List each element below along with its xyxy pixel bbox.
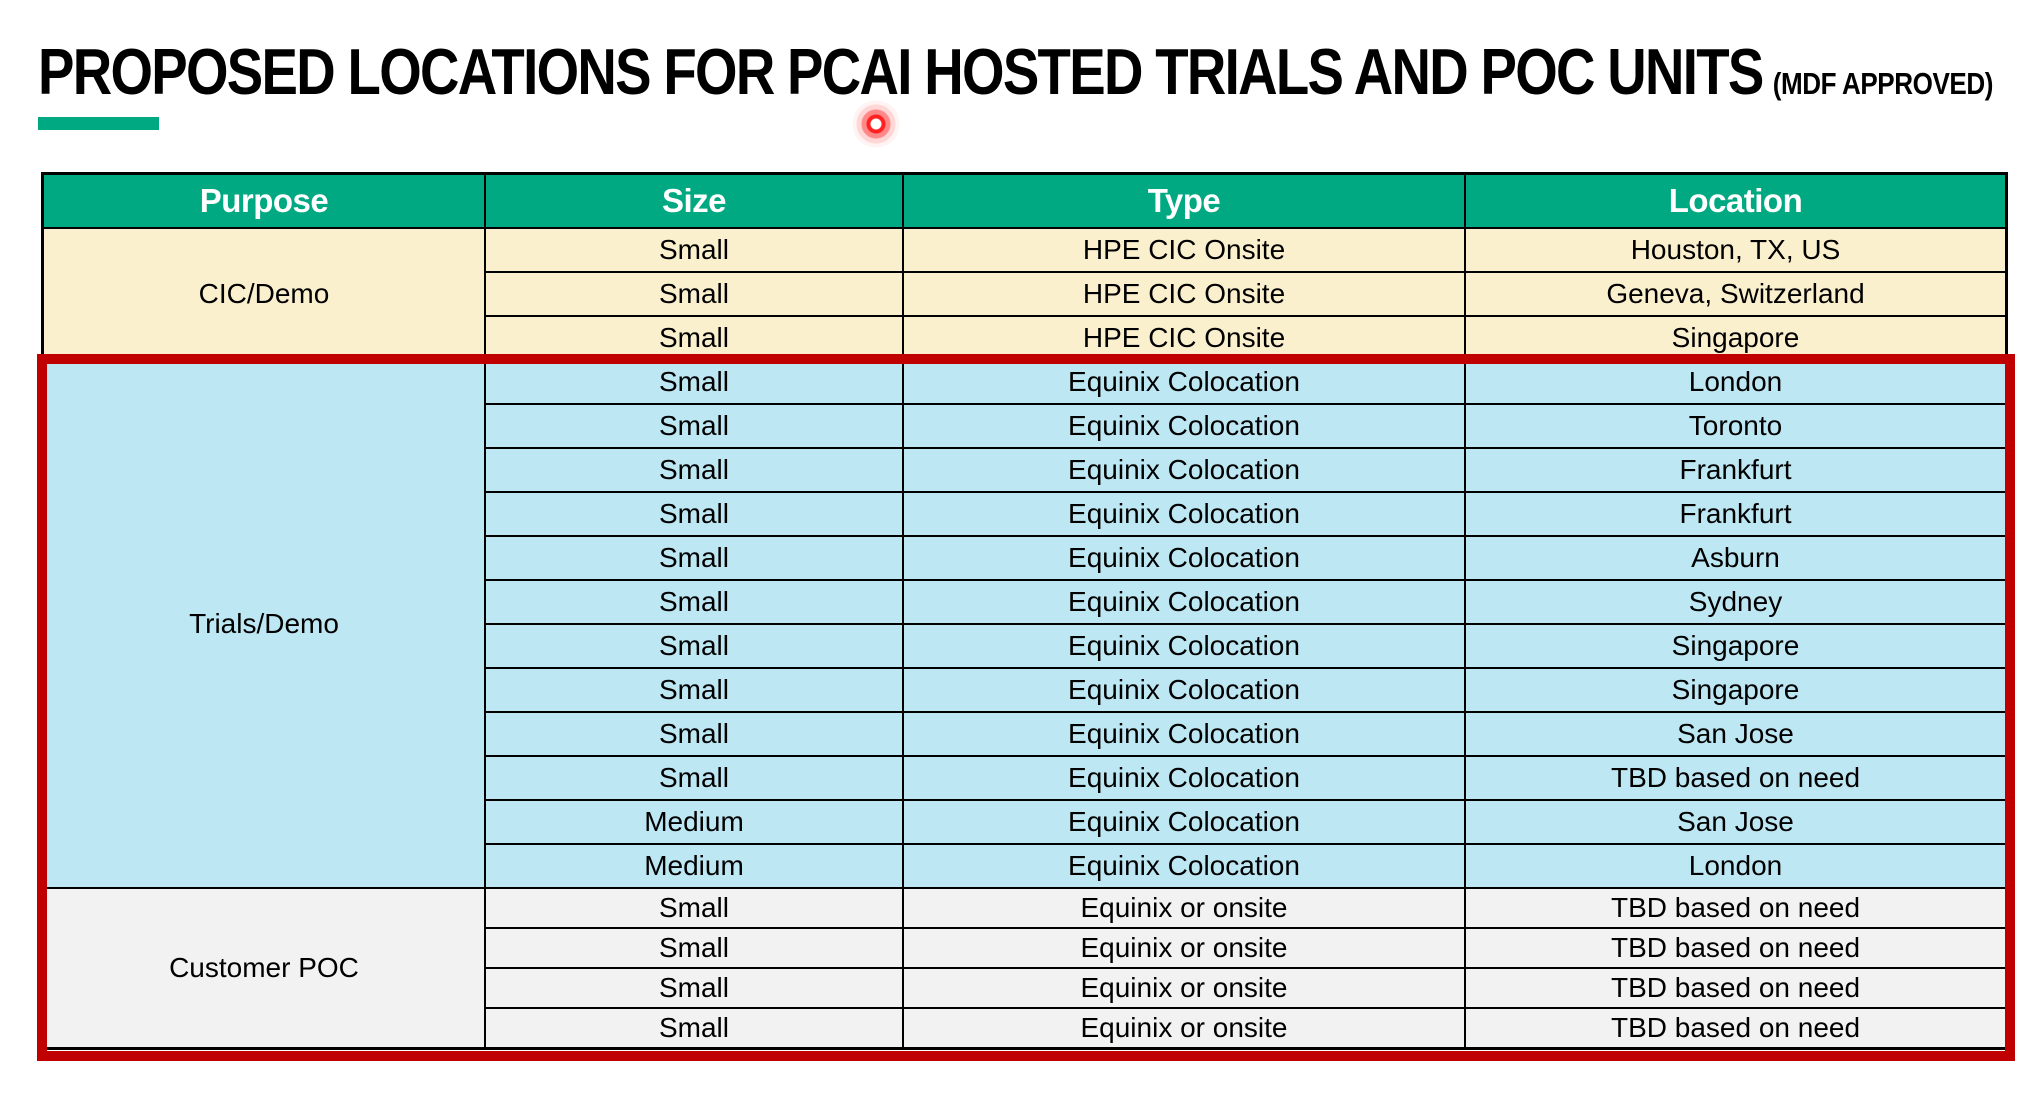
cell-size: Small bbox=[486, 625, 902, 667]
cell-size: Small bbox=[486, 1009, 902, 1047]
page-title: PROPOSED LOCATIONS FOR PCAI HOSTED TRIAL… bbox=[38, 38, 1993, 106]
cell-location: Geneva, Switzerland bbox=[1466, 273, 2005, 315]
cell-location: San Jose bbox=[1466, 713, 2005, 755]
cell-type: Equinix or onsite bbox=[904, 889, 1464, 927]
cell-location: Frankfurt bbox=[1466, 493, 2005, 535]
cell-location: London bbox=[1466, 361, 2005, 403]
cell-size: Small bbox=[486, 405, 902, 447]
cell-type: Equinix Colocation bbox=[904, 449, 1464, 491]
cell-type: HPE CIC Onsite bbox=[904, 229, 1464, 271]
cell-location: Houston, TX, US bbox=[1466, 229, 2005, 271]
cell-type: Equinix Colocation bbox=[904, 757, 1464, 799]
cell-size: Small bbox=[486, 669, 902, 711]
cell-size: Small bbox=[486, 537, 902, 579]
cell-size: Small bbox=[486, 929, 902, 967]
title-accent-bar bbox=[38, 117, 159, 130]
cell-type: Equinix Colocation bbox=[904, 669, 1464, 711]
cell-type: HPE CIC Onsite bbox=[904, 273, 1464, 315]
cell-size: Small bbox=[486, 493, 902, 535]
cell-size: Small bbox=[486, 449, 902, 491]
cell-type: HPE CIC Onsite bbox=[904, 317, 1464, 359]
cell-type: Equinix Colocation bbox=[904, 713, 1464, 755]
column-header-size: Size bbox=[486, 175, 902, 227]
cell-location: Asburn bbox=[1466, 537, 2005, 579]
cell-location: London bbox=[1466, 845, 2005, 887]
column-header-purpose: Purpose bbox=[44, 175, 484, 227]
locations-table: Purpose Size Type Location CIC/Demo Small… bbox=[41, 172, 2008, 1050]
cell-size: Medium bbox=[486, 801, 902, 843]
cell-location: San Jose bbox=[1466, 801, 2005, 843]
cell-size: Small bbox=[486, 969, 902, 1007]
column-header-type: Type bbox=[904, 175, 1464, 227]
laser-pointer-dot bbox=[850, 98, 902, 150]
cell-type: Equinix Colocation bbox=[904, 405, 1464, 447]
cell-size: Small bbox=[486, 317, 902, 359]
cell-type: Equinix Colocation bbox=[904, 625, 1464, 667]
cell-size: Small bbox=[486, 889, 902, 927]
purpose-cell: CIC/Demo bbox=[44, 229, 484, 359]
cell-location: Singapore bbox=[1466, 625, 2005, 667]
cell-type: Equinix Colocation bbox=[904, 361, 1464, 403]
page-title-suffix: (MDF APPROVED) bbox=[1772, 66, 1994, 101]
cell-size: Small bbox=[486, 273, 902, 315]
cell-size: Small bbox=[486, 757, 902, 799]
purpose-cell: Customer POC bbox=[44, 889, 484, 1047]
page-title-text: PROPOSED LOCATIONS FOR PCAI HOSTED TRIAL… bbox=[38, 35, 1764, 108]
cell-size: Medium bbox=[486, 845, 902, 887]
cell-location: TBD based on need bbox=[1466, 1009, 2005, 1047]
cell-location: Singapore bbox=[1466, 669, 2005, 711]
cell-location: TBD based on need bbox=[1466, 757, 2005, 799]
cell-location: TBD based on need bbox=[1466, 969, 2005, 1007]
cell-type: Equinix Colocation bbox=[904, 581, 1464, 623]
cell-size: Small bbox=[486, 229, 902, 271]
cell-size: Small bbox=[486, 713, 902, 755]
cell-size: Small bbox=[486, 581, 902, 623]
cell-location: Sydney bbox=[1466, 581, 2005, 623]
cell-type: Equinix or onsite bbox=[904, 929, 1464, 967]
cell-type: Equinix Colocation bbox=[904, 493, 1464, 535]
cell-location: Singapore bbox=[1466, 317, 2005, 359]
cell-location: TBD based on need bbox=[1466, 889, 2005, 927]
cell-type: Equinix Colocation bbox=[904, 801, 1464, 843]
cell-location: TBD based on need bbox=[1466, 929, 2005, 967]
cell-location: Toronto bbox=[1466, 405, 2005, 447]
purpose-cell: Trials/Demo bbox=[44, 361, 484, 887]
cell-type: Equinix Colocation bbox=[904, 537, 1464, 579]
cell-type: Equinix or onsite bbox=[904, 1009, 1464, 1047]
cell-type: Equinix or onsite bbox=[904, 969, 1464, 1007]
cell-type: Equinix Colocation bbox=[904, 845, 1464, 887]
cell-size: Small bbox=[486, 361, 902, 403]
cell-location: Frankfurt bbox=[1466, 449, 2005, 491]
column-header-location: Location bbox=[1466, 175, 2005, 227]
